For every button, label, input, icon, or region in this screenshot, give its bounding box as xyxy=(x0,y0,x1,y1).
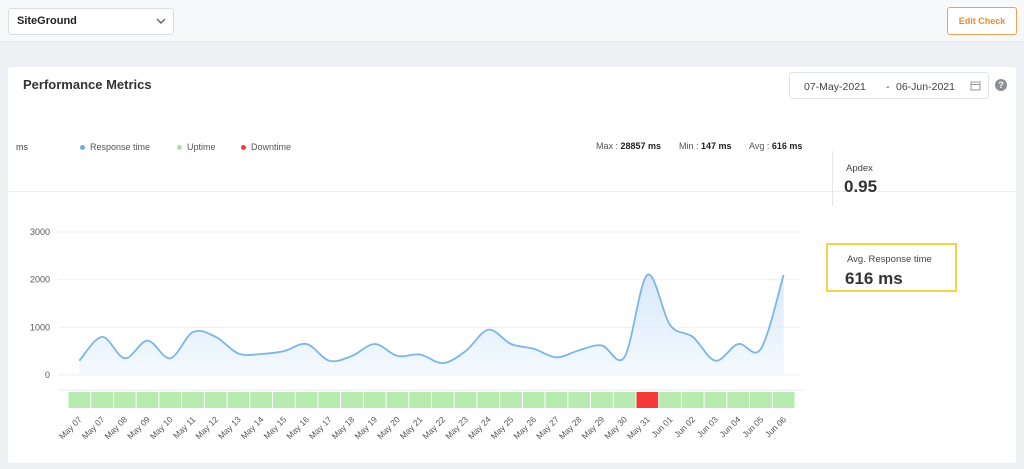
x-tick-label: May 09 xyxy=(125,414,152,441)
status-segment-up xyxy=(250,392,272,408)
status-segment-up xyxy=(68,392,91,408)
status-segment-up xyxy=(750,392,772,408)
x-tick-label: May 25 xyxy=(489,414,516,441)
x-tick-label: May 12 xyxy=(193,414,220,441)
x-tick-label: May 07 xyxy=(57,414,84,441)
divider xyxy=(832,151,833,206)
date-separator: - xyxy=(886,81,890,93)
status-segment-up xyxy=(363,392,386,408)
x-tick-label: May 13 xyxy=(216,414,243,441)
x-tick-label: May 19 xyxy=(352,414,379,441)
x-tick-label: May 17 xyxy=(307,414,334,441)
date-start: 07-May-2021 xyxy=(804,81,866,93)
help-icon[interactable]: ? xyxy=(995,79,1007,91)
x-tick-label: May 24 xyxy=(466,414,493,441)
status-segment-up xyxy=(681,392,704,408)
status-segment-down xyxy=(636,392,659,408)
top-toolbar: SiteGround Edit Check xyxy=(0,0,1024,42)
x-tick-label: May 26 xyxy=(511,414,538,441)
status-segment-up xyxy=(409,392,431,408)
y-tick-label: 0 xyxy=(45,370,50,380)
status-segment-up xyxy=(659,392,681,408)
stat-avg: Avg : 616 ms xyxy=(749,141,803,151)
apdex-value: 0.95 xyxy=(844,177,878,196)
legend-response-time: Response time xyxy=(80,142,150,152)
status-segment-up xyxy=(727,392,750,408)
x-tick-label: May 08 xyxy=(102,414,129,441)
status-segment-up xyxy=(704,392,727,408)
status-segment-up xyxy=(432,392,454,408)
x-tick-label: Jun 04 xyxy=(717,414,742,439)
x-tick-label: May 30 xyxy=(602,414,629,441)
chevron-down-icon xyxy=(155,14,167,33)
x-tick-label: May 18 xyxy=(330,414,357,441)
date-range-picker[interactable]: 07-May-2021 - 06-Jun-2021 xyxy=(789,72,989,99)
x-tick-label: May 20 xyxy=(375,414,402,441)
status-segment-up xyxy=(159,392,182,408)
y-tick-label: 1000 xyxy=(30,322,50,332)
status-segment-up xyxy=(477,392,500,408)
x-tick-label: May 23 xyxy=(443,414,470,441)
status-segment-up xyxy=(136,392,159,408)
avg-response-value: 616 ms xyxy=(845,269,903,288)
x-tick-label: May 15 xyxy=(261,414,288,441)
status-segment-up xyxy=(386,392,409,408)
x-tick-label: Jun 02 xyxy=(672,414,697,439)
apdex-label: Apdex xyxy=(846,163,873,174)
site-select-value: SiteGround xyxy=(17,15,77,27)
response-time-line xyxy=(78,273,785,364)
x-tick-label: May 31 xyxy=(625,414,652,441)
edit-check-button[interactable]: Edit Check xyxy=(947,7,1017,35)
status-segment-up xyxy=(113,392,136,408)
x-tick-label: May 29 xyxy=(580,414,607,441)
legend-downtime: Downtime xyxy=(241,142,291,152)
status-segment-up xyxy=(591,392,613,408)
status-segment-up xyxy=(341,392,363,408)
x-tick-label: May 21 xyxy=(398,414,425,441)
status-segment-up xyxy=(613,392,636,408)
status-segment-up xyxy=(227,392,250,408)
stat-max: Max : 28857 ms xyxy=(596,141,662,151)
y-axis-unit: ms xyxy=(16,142,28,152)
x-tick-label: Jun 06 xyxy=(763,414,788,439)
date-end: 06-Jun-2021 xyxy=(896,81,955,93)
x-tick-label: May 27 xyxy=(534,414,561,441)
y-tick-label: 2000 xyxy=(30,275,50,285)
status-segment-up xyxy=(272,392,295,408)
status-segment-up xyxy=(204,392,227,408)
status-segment-up xyxy=(91,392,113,408)
x-tick-label: Jun 01 xyxy=(649,414,674,439)
status-segment-up xyxy=(522,392,545,408)
page-title: Performance Metrics xyxy=(23,77,152,92)
status-segment-up xyxy=(454,392,477,408)
calendar-icon xyxy=(970,80,981,94)
site-select[interactable]: SiteGround xyxy=(8,8,174,35)
status-segment-up xyxy=(500,392,522,408)
x-tick-label: May 14 xyxy=(239,414,266,441)
legend-uptime: Uptime xyxy=(177,142,216,152)
x-tick-label: Jun 05 xyxy=(740,414,765,439)
x-tick-label: May 28 xyxy=(557,414,584,441)
x-tick-label: Jun 03 xyxy=(695,414,720,439)
status-segment-up xyxy=(545,392,568,408)
avg-response-time-card: Avg. Response time 616 ms xyxy=(826,243,957,292)
x-tick-label: May 16 xyxy=(284,414,311,441)
x-tick-label: May 22 xyxy=(420,414,447,441)
x-tick-label: May 07 xyxy=(80,414,107,441)
y-tick-label: 3000 xyxy=(30,227,50,237)
status-segment-up xyxy=(182,392,204,408)
status-segment-up xyxy=(772,392,795,408)
divider xyxy=(8,191,1016,192)
status-segment-up xyxy=(318,392,341,408)
avg-response-label: Avg. Response time xyxy=(847,254,932,265)
status-segment-up xyxy=(295,392,318,408)
x-tick-label: May 11 xyxy=(171,414,198,441)
x-tick-label: May 10 xyxy=(148,414,175,441)
stat-min: Min : 147 ms xyxy=(679,141,732,151)
status-segment-up xyxy=(568,392,591,408)
